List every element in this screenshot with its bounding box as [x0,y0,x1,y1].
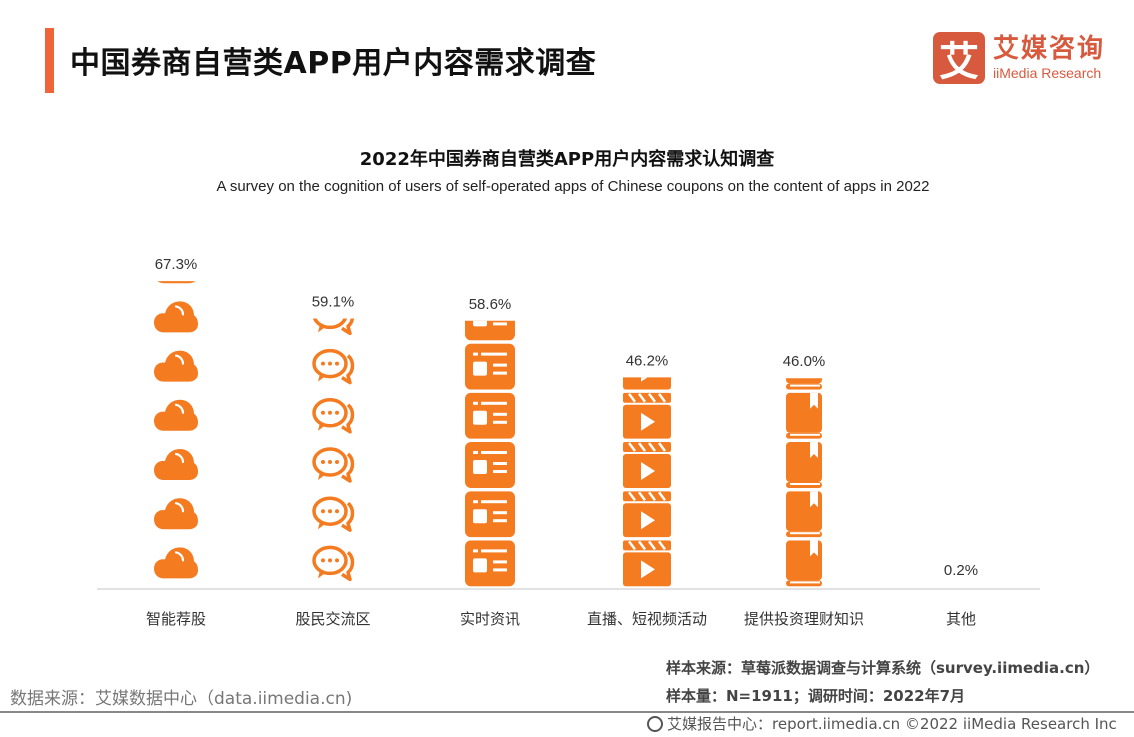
data-label: 59.1% [312,294,355,311]
cloud-icon [154,398,198,432]
news-icon [465,343,515,390]
chat-bubbles-icon [312,348,355,385]
bar-3: 58.6% 实时资讯 [460,245,520,628]
book-icon [786,442,822,488]
page-title: 中国券商自营类APP用户内容需求调查 [70,46,597,81]
book-icon [786,491,822,538]
data-label: 46.0% [783,353,826,370]
news-icon [465,491,515,538]
logo-mark-icon: 艾 [933,32,985,85]
brand-logo: 艾 艾媒咨询 iiMedia Research [933,32,1106,85]
news-icon [465,442,515,488]
chat-bubbles-icon [312,447,355,483]
footer-divider [0,711,1134,713]
chat-bubbles-icon [312,496,355,532]
video-clapper-icon [623,392,671,439]
bar-2: 59.1% 股民交流区 [295,252,370,628]
video-clapper-icon [623,442,671,488]
category-label: 股民交流区 [295,610,370,628]
cloud-icon [154,300,198,334]
chat-bubbles-icon [312,545,355,582]
news-icon [465,540,515,587]
chat-bubbles-icon [314,252,353,284]
report-center-text: 艾媒报告中心：report.iimedia.cn ©2022 iiMedia R… [667,715,1117,733]
category-label: 直播、短视频活动 [587,610,707,628]
report-center: 艾媒报告中心：report.iimedia.cn ©2022 iiMedia R… [647,713,1117,734]
video-clapper-icon [623,540,671,587]
book-icon [786,540,822,587]
bar-1: 67.3% 智能荐股 [146,203,206,628]
chart-subtitle: A survey on the cognition of users of se… [216,178,930,195]
news-icon [465,392,515,439]
logo-english-name: iiMedia Research [993,65,1102,81]
bar-5: 46.0% 提供投资理财知识 [744,294,864,628]
category-label: 提供投资理财知识 [744,610,864,628]
category-label: 其他 [946,610,976,628]
chart-title: 2022年中国券商自营类APP用户内容需求认知调查 [359,149,775,170]
sample-source: 样本来源：草莓派数据调查与计算系统（survey.iimedia.cn） [666,659,1100,677]
data-label: 67.3% [155,256,198,273]
cloud-icon [154,448,198,482]
bar-4: 46.2% 直播、短视频活动 [587,294,707,628]
book-icon [786,294,822,340]
data-source: 数据来源：艾媒数据中心（data.iimedia.cn) [10,689,353,709]
category-label: 实时资讯 [460,610,520,628]
cloud-icon [154,546,198,580]
video-clapper-icon [623,491,671,538]
cloud-icon [154,349,198,383]
chat-bubbles-icon [312,398,355,434]
logo-chinese-name: 艾媒咨询 [993,34,1106,64]
data-label: 58.6% [469,296,512,313]
globe-icon [647,715,663,732]
video-clapper-icon [623,294,671,340]
cloud-icon [154,203,198,234]
title-accent-bar [45,28,54,93]
news-icon [465,245,515,291]
data-label: 0.2% [944,562,978,579]
cloud-icon [154,497,198,531]
category-label: 智能荐股 [146,610,206,628]
book-icon [786,392,822,439]
bar-6: 0.2% 其他 [944,562,978,628]
sample-size: 样本量：N=1911；调研时间：2022年7月 [666,687,966,705]
data-label: 46.2% [626,352,669,369]
